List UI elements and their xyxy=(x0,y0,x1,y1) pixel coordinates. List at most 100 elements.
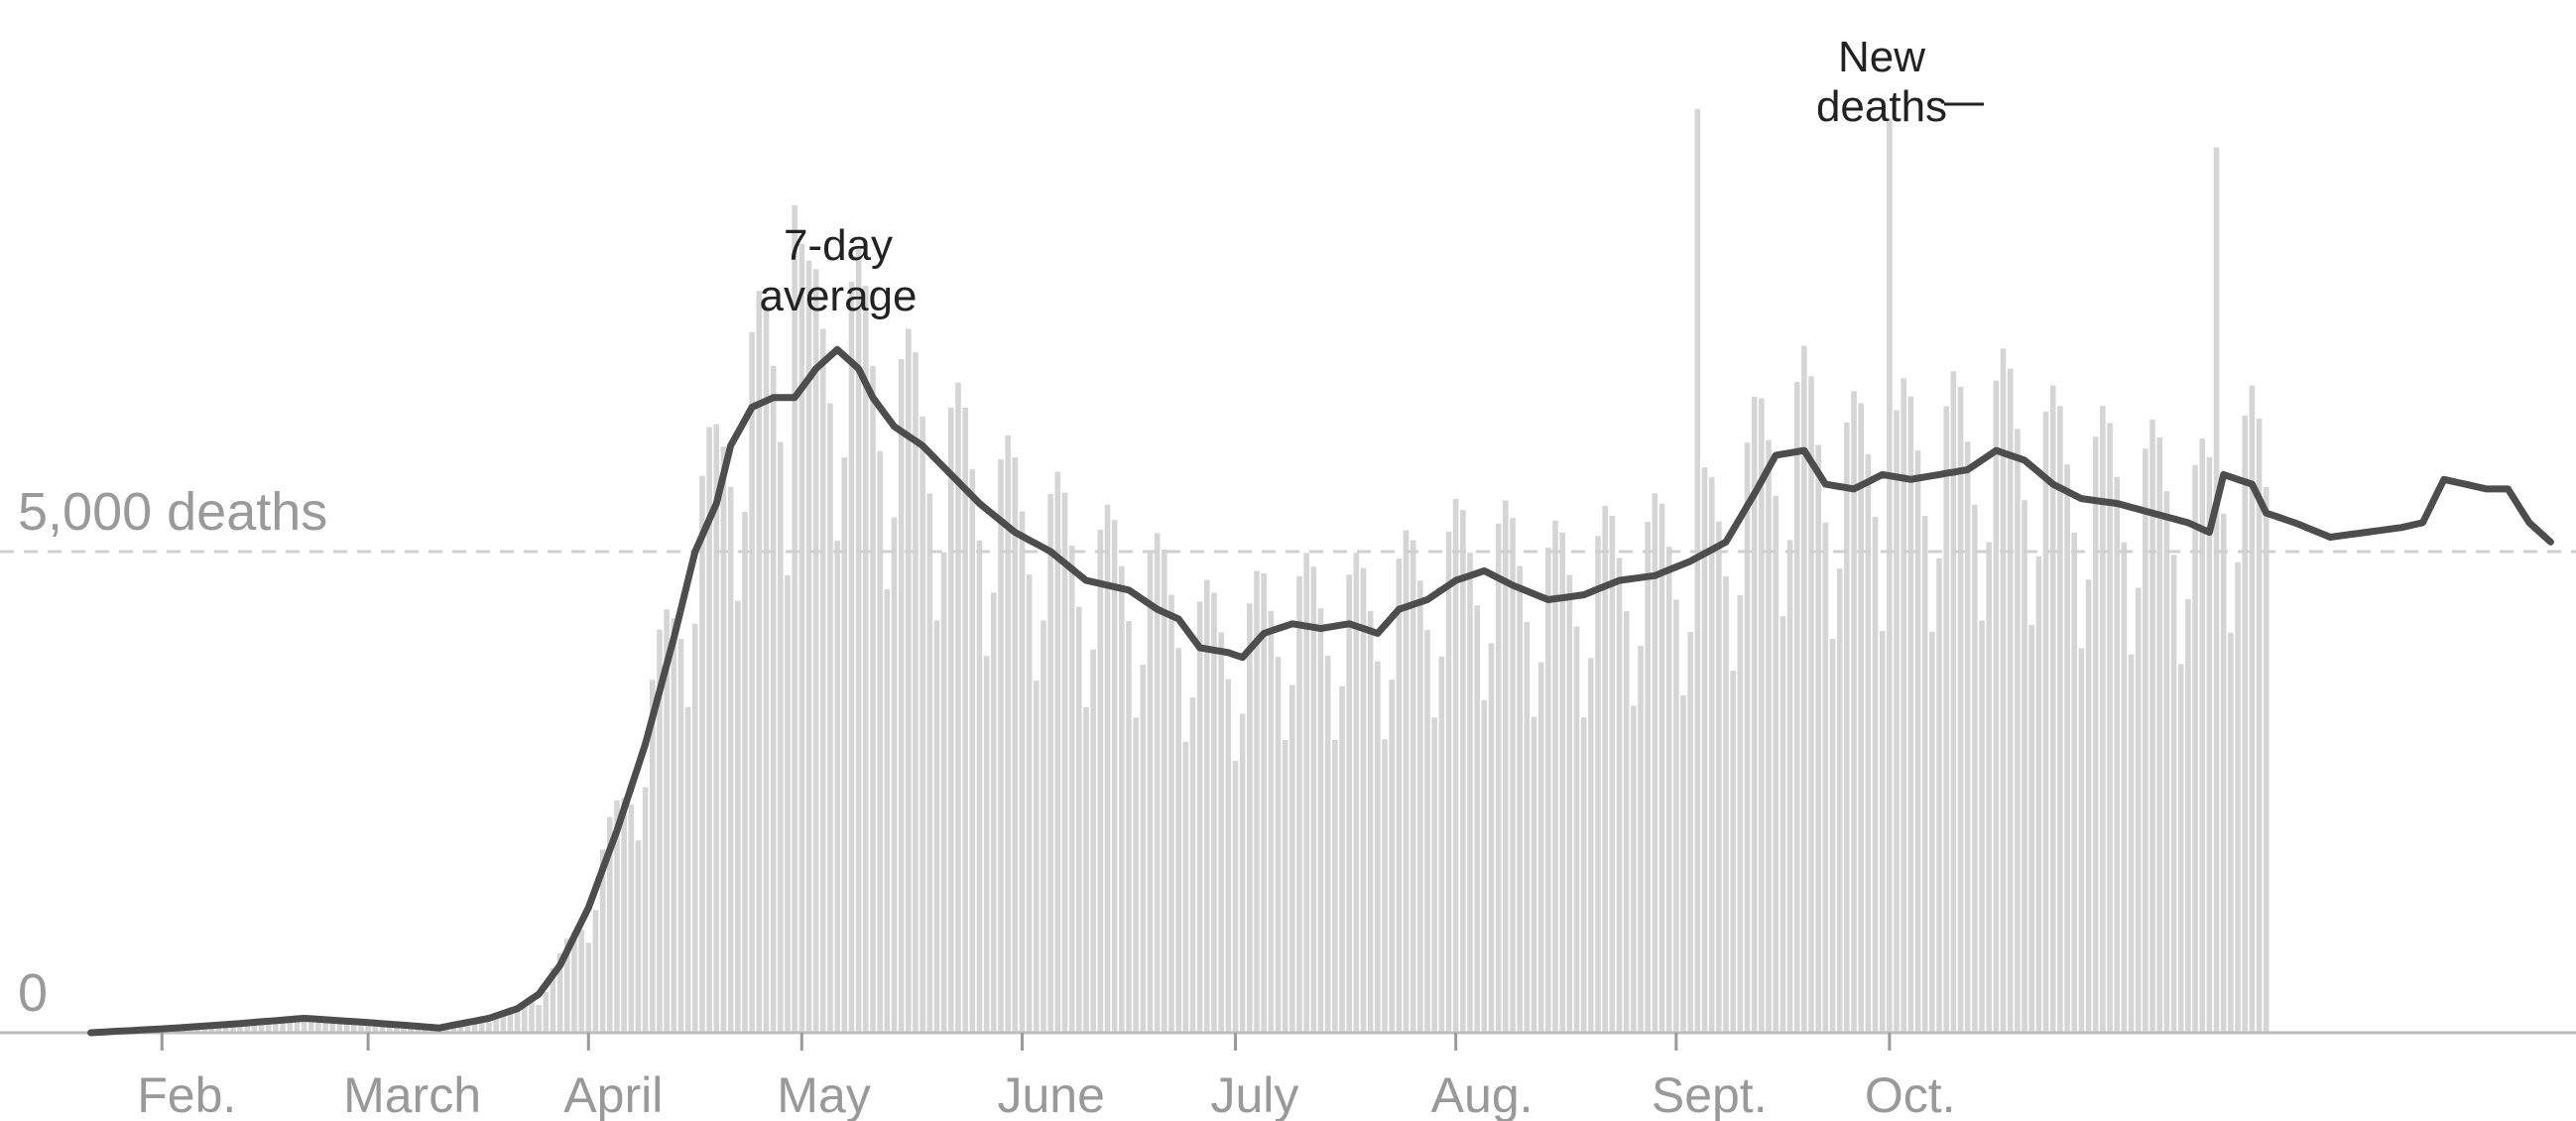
daily-bar xyxy=(1360,567,1367,1033)
daily-bar xyxy=(657,629,663,1033)
daily-bar xyxy=(1303,553,1309,1033)
daily-bar xyxy=(749,331,755,1034)
daily-bar xyxy=(1460,509,1466,1033)
daily-bar xyxy=(556,952,563,1033)
daily-bar xyxy=(1204,579,1210,1033)
daily-bar xyxy=(1588,658,1594,1033)
daily-bar xyxy=(358,1020,364,1033)
daily-bar xyxy=(521,1002,528,1033)
seven-day-average-line xyxy=(87,345,2554,1037)
daily-bar xyxy=(770,365,777,1033)
daily-bar xyxy=(820,328,826,1033)
daily-bar xyxy=(2213,147,2220,1034)
daily-bar xyxy=(2035,556,2042,1033)
daily-bar xyxy=(1310,566,1317,1033)
daily-bar xyxy=(614,800,620,1033)
daily-bar xyxy=(1467,553,1473,1033)
daily-bar xyxy=(1119,565,1125,1033)
daily-bar xyxy=(1851,391,1857,1033)
daily-bar xyxy=(2156,436,2163,1033)
daily-bar xyxy=(350,1021,357,1033)
daily-bar xyxy=(1104,504,1111,1033)
daily-bar xyxy=(1687,632,1693,1033)
x-tick-label: April xyxy=(563,1067,663,1121)
daily-bar xyxy=(1559,532,1565,1033)
daily-bar xyxy=(2057,406,2063,1034)
x-tick-label: Aug. xyxy=(1431,1067,1533,1121)
daily-bar xyxy=(2263,487,2269,1033)
daily-bar xyxy=(649,680,656,1033)
daily-bar xyxy=(2042,411,2049,1034)
daily-bar xyxy=(898,359,905,1033)
daily-bar xyxy=(1503,500,1509,1033)
daily-bar xyxy=(1623,611,1630,1033)
daily-bar xyxy=(1609,516,1616,1033)
daily-bar xyxy=(2114,476,2121,1033)
daily-bar xyxy=(735,600,741,1033)
daily-bar xyxy=(2078,648,2085,1033)
daily-bar xyxy=(1793,382,1800,1034)
daily-bar xyxy=(1162,549,1167,1033)
daily-bar xyxy=(1858,403,1864,1033)
daily-bar xyxy=(1495,523,1502,1033)
daily-bar xyxy=(2143,448,2148,1034)
daily-bar xyxy=(621,798,627,1033)
daily-bar xyxy=(1979,620,1985,1033)
daily-bar xyxy=(671,618,677,1033)
daily-bar xyxy=(1865,453,1872,1033)
daily-bar xyxy=(1424,630,1430,1033)
average-annotation-line-1: 7-day xyxy=(784,221,893,270)
daily-bar xyxy=(1488,643,1495,1033)
daily-bar xyxy=(606,816,613,1033)
daily-bar xyxy=(1943,406,1949,1033)
daily-bar xyxy=(599,849,606,1033)
daily-bar xyxy=(1239,713,1246,1033)
daily-bar xyxy=(1595,536,1601,1033)
daily-bar xyxy=(1218,632,1224,1033)
daily-bar xyxy=(778,441,784,1033)
daily-bar xyxy=(1324,655,1331,1033)
daily-bar xyxy=(1786,540,1793,1033)
daily-bar xyxy=(1189,696,1196,1033)
daily-bar xyxy=(1517,565,1523,1033)
daily-bar xyxy=(1147,553,1154,1033)
daily-bar xyxy=(379,1024,386,1033)
daily-bar xyxy=(2128,654,2135,1033)
daily-bar xyxy=(863,286,869,1034)
daily-bar xyxy=(1645,522,1651,1033)
daily-bar xyxy=(2028,624,2035,1033)
daily-bar xyxy=(507,1007,514,1033)
daily-bar xyxy=(1730,671,1736,1033)
daily-bar xyxy=(1225,679,1232,1033)
daily-bar xyxy=(870,365,876,1033)
x-tick-label: Feb. xyxy=(137,1067,236,1121)
daily-bar xyxy=(2071,532,2078,1033)
daily-bar xyxy=(2121,542,2128,1033)
daily-bar xyxy=(1061,492,1068,1033)
daily-bar xyxy=(1921,516,1928,1033)
daily-bar xyxy=(1261,573,1267,1033)
daily-bar xyxy=(1751,397,1758,1033)
daily-bar xyxy=(1012,456,1019,1033)
x-tick-label: Sept. xyxy=(1652,1067,1768,1121)
daily-bar xyxy=(742,512,748,1033)
daily-bar xyxy=(2000,348,2007,1034)
daily-bar xyxy=(1665,547,1672,1033)
daily-bar xyxy=(322,1019,328,1033)
daily-bar xyxy=(1894,410,1900,1034)
daily-bar xyxy=(1034,681,1040,1033)
daily-bar xyxy=(1950,371,1957,1034)
daily-bar xyxy=(1275,657,1282,1033)
daily-bar xyxy=(2242,416,2249,1033)
daily-bar xyxy=(386,1026,393,1033)
daily-bar xyxy=(841,457,848,1033)
bars-layer xyxy=(94,108,2269,1034)
daily-bar xyxy=(1111,520,1118,1033)
daily-bar xyxy=(635,840,642,1033)
daily-bar xyxy=(1410,540,1416,1033)
daily-bar xyxy=(642,787,649,1033)
daily-bar xyxy=(2192,464,2198,1033)
daily-bar xyxy=(1836,568,1843,1033)
